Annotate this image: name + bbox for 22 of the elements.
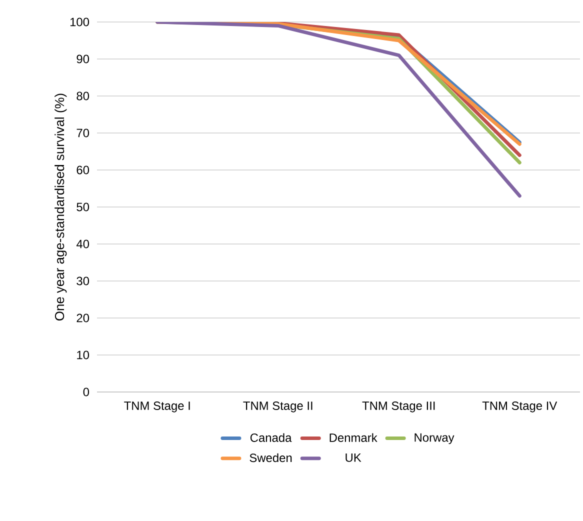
y-axis-title: One year age-standardised survival (%) [54,94,67,320]
y-tick-label: 90 [76,54,90,64]
x-tick-label: TNM Stage I [124,402,190,412]
legend-label: UK [346,454,362,462]
y-tick-label: 10 [77,350,90,360]
legend-label: Sweden [250,453,292,462]
y-tick-label: 20 [76,314,90,322]
legend-label: Denmark [330,433,378,442]
y-tick-label: 50 [76,202,90,212]
y-tick-label: 60 [76,166,90,174]
legend-label: Norway [414,433,454,444]
y-tick-label: 70 [76,128,90,138]
y-tick-label: 0 [83,388,90,396]
y-tick-label: 100 [70,18,90,26]
x-tick-label: TNM Stage IV [482,402,558,412]
y-tick-label: 80 [76,92,90,100]
y-tick-label: 40 [76,240,90,248]
x-tick-label: TNM Stage II [243,402,312,412]
y-tick-label: 30 [76,276,90,286]
line-series [156,22,522,198]
legend-label: Canada [250,433,292,442]
x-tick-label: TNM Stage III [362,402,435,412]
